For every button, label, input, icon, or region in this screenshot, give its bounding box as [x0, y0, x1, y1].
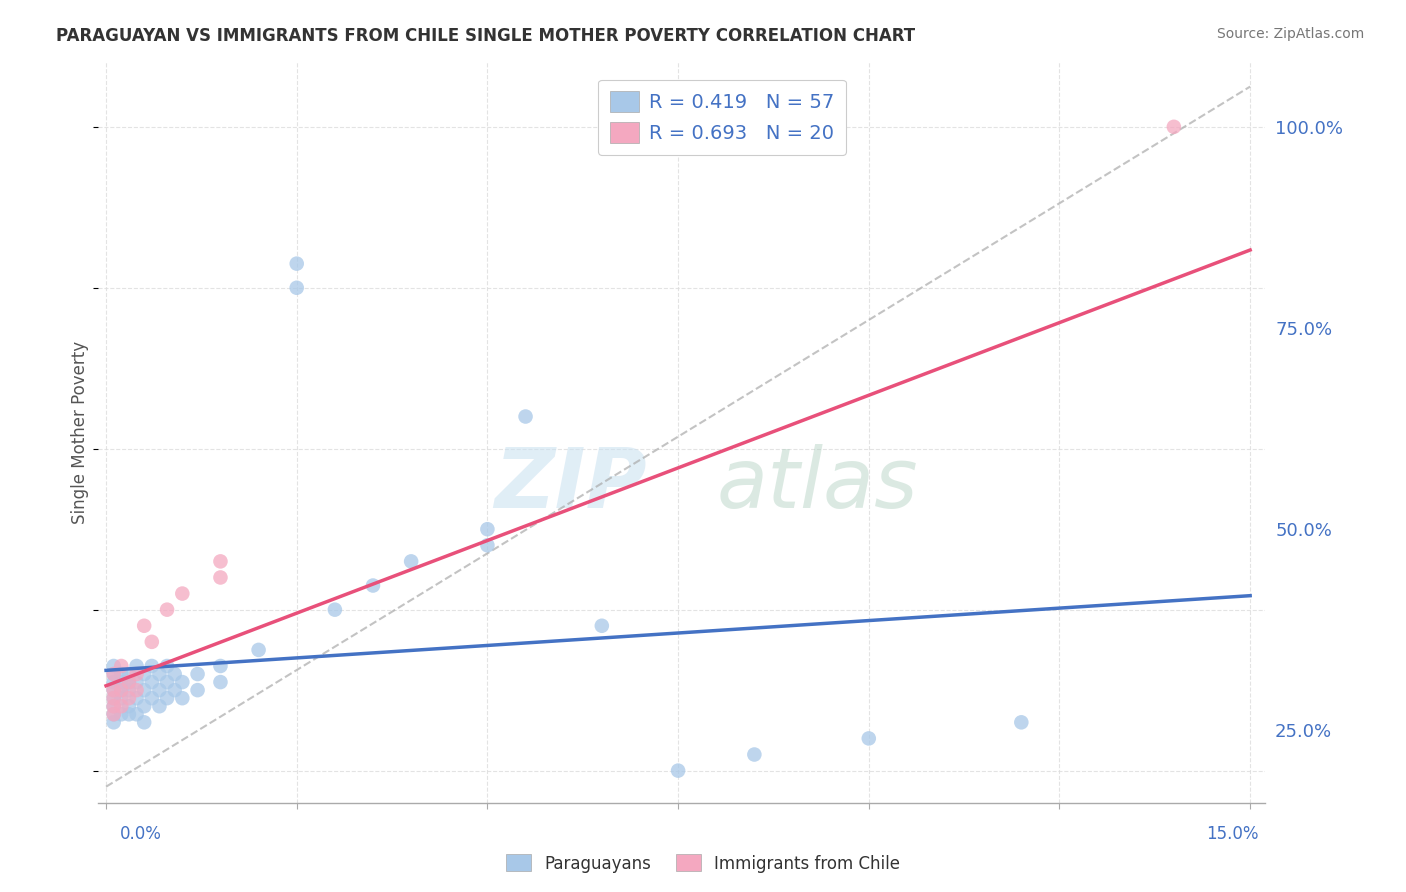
Point [125, 707, 148, 722]
Point [118, 691, 141, 706]
Point [118, 675, 141, 690]
Point [110, 691, 132, 706]
Point [125, 667, 148, 681]
Text: PARAGUAYAN VS IMMIGRANTS FROM CHILE SINGLE MOTHER POVERTY CORRELATION CHART: PARAGUAYAN VS IMMIGRANTS FROM CHILE SING… [56, 27, 915, 45]
Point [134, 699, 156, 714]
Point [134, 715, 156, 730]
Point [187, 667, 209, 681]
Point [134, 619, 156, 633]
Point [141, 635, 163, 649]
Point [323, 602, 346, 616]
Text: Source: ZipAtlas.com: Source: ZipAtlas.com [1216, 27, 1364, 41]
Point [125, 683, 148, 698]
Point [285, 281, 308, 295]
Point [103, 699, 125, 714]
Point [1010, 715, 1032, 730]
Point [163, 683, 186, 698]
Point [125, 659, 148, 673]
Text: ZIP: ZIP [495, 444, 647, 525]
Point [156, 659, 179, 673]
Point [103, 691, 125, 706]
Text: 0.0%: 0.0% [120, 825, 162, 843]
Point [515, 409, 537, 424]
Point [156, 675, 179, 690]
Point [103, 699, 125, 714]
Point [148, 667, 170, 681]
Point [187, 683, 209, 698]
Point [148, 683, 170, 698]
Point [110, 659, 132, 673]
Point [118, 699, 141, 714]
Point [172, 586, 194, 600]
Point [209, 675, 232, 690]
Point [163, 667, 186, 681]
Point [103, 683, 125, 698]
Legend: R = 0.419   N = 57, R = 0.693   N = 20: R = 0.419 N = 57, R = 0.693 N = 20 [599, 79, 846, 155]
Point [209, 570, 232, 584]
Point [118, 707, 141, 722]
Point [477, 538, 499, 552]
Point [110, 667, 132, 681]
Point [209, 554, 232, 568]
Point [148, 699, 170, 714]
Point [399, 554, 422, 568]
Point [110, 675, 132, 690]
Point [591, 619, 613, 633]
Point [361, 578, 384, 592]
Y-axis label: Single Mother Poverty: Single Mother Poverty [70, 341, 89, 524]
Point [156, 602, 179, 616]
Point [103, 667, 125, 681]
Point [103, 715, 125, 730]
Point [134, 683, 156, 698]
Point [744, 747, 766, 762]
Point [103, 667, 125, 681]
Point [134, 667, 156, 681]
Point [209, 659, 232, 673]
Point [285, 257, 308, 271]
Point [141, 675, 163, 690]
Point [156, 691, 179, 706]
Point [110, 683, 132, 698]
Point [141, 691, 163, 706]
Point [628, 828, 651, 842]
Point [110, 683, 132, 698]
Point [172, 691, 194, 706]
Point [110, 699, 132, 714]
Point [103, 707, 125, 722]
Point [1163, 120, 1185, 134]
Point [118, 667, 141, 681]
Point [858, 731, 880, 746]
Point [103, 707, 125, 722]
Point [110, 707, 132, 722]
Point [125, 691, 148, 706]
Point [141, 659, 163, 673]
Point [103, 691, 125, 706]
Point [118, 683, 141, 698]
Text: atlas: atlas [717, 444, 918, 525]
Point [125, 675, 148, 690]
Legend: Paraguayans, Immigrants from Chile: Paraguayans, Immigrants from Chile [499, 847, 907, 880]
Text: 15.0%: 15.0% [1206, 825, 1258, 843]
Point [247, 643, 270, 657]
Point [103, 675, 125, 690]
Point [172, 675, 194, 690]
Point [103, 659, 125, 673]
Point [118, 675, 141, 690]
Point [103, 683, 125, 698]
Point [666, 764, 689, 778]
Point [477, 522, 499, 536]
